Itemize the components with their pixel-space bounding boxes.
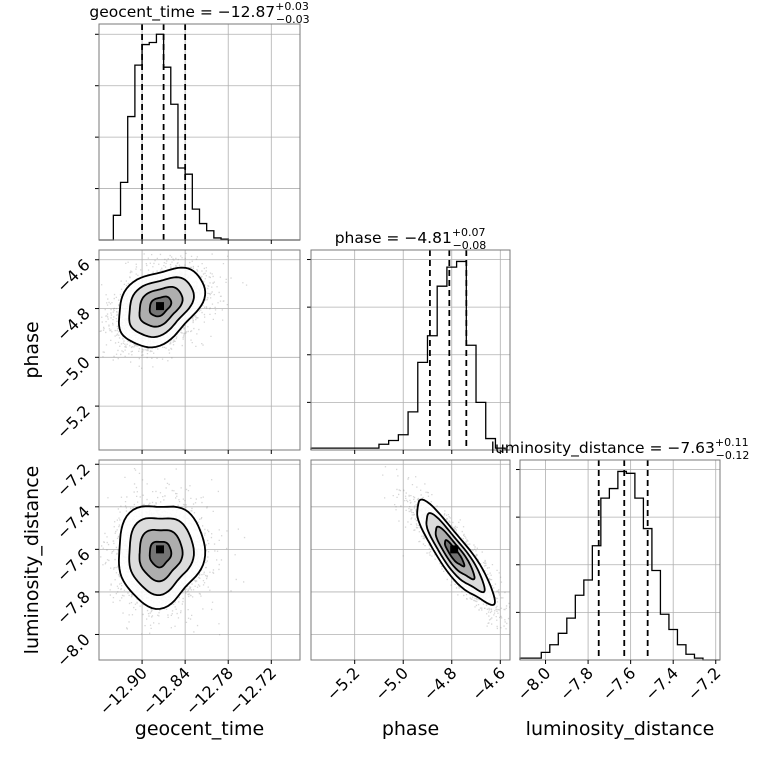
hist-panel-phase: phase = −4.81+0.07 −0.08 [307,226,511,454]
contour-line [148,540,173,569]
contour-line [128,517,195,596]
hist-luminosity_distance [519,470,720,661]
x-tick-label: −7.6 [599,663,640,704]
x-tick-label: −5.0 [371,663,412,704]
panel-frame [98,459,301,661]
y-axis-label-phase: phase [21,321,43,378]
contour-line [138,286,184,328]
y-tick-label: −7.8 [53,587,94,628]
contour-line [444,539,466,568]
y-tick-label: −7.2 [53,460,94,501]
x-tick-label: −5.2 [323,663,364,704]
y-tick-label: −7.4 [53,502,94,543]
hist-geocent_time [99,33,300,241]
panel-frame [310,459,511,661]
panel-title-phase: phase = −4.81+0.07 −0.08 [335,226,487,252]
peak-marker [156,545,165,554]
panel-title-luminosity_distance: luminosity_distance = −7.63+0.11 −0.12 [491,436,750,462]
x-axis-label-geocent_time: geocent_time [135,718,264,740]
contour-line [117,266,207,349]
y-tick-label: −4.6 [53,255,94,296]
x-tick-label: −7.8 [556,663,597,704]
peak-marker [156,302,165,311]
hist-panel-geocent_time: geocent_time = −12.87+0.03 −0.03 [89,0,310,244]
panel-frame [519,459,721,661]
peak-marker [450,545,459,554]
x-axis-label-luminosity_distance: luminosity_distance [526,718,715,740]
hist-panel-luminosity_distance: luminosity_distance = −7.63+0.11 −0.12 [491,436,750,664]
x-axis-label-phase: phase [382,718,439,740]
x-tick-label: −12.72 [225,663,280,718]
y-tick-label: −7.6 [53,545,94,586]
contour-line [425,512,486,594]
panel-title-geocent_time: geocent_time = −12.87+0.03 −0.03 [89,0,309,26]
y-tick-label: −5.0 [53,353,94,394]
scatter-panel-geocent_time-phase [95,249,301,454]
contour-line [148,295,173,318]
hist-phase [310,260,510,451]
contour-line [138,529,184,583]
y-tick-label: −5.2 [53,401,94,442]
x-tick-label: −7.4 [641,663,682,704]
density-fill [149,541,172,568]
x-tick-label: −4.6 [468,663,509,704]
x-tick-label: −8.0 [513,663,554,704]
scatter-panel-phase-luminosity_distance [310,459,511,664]
scatter-panel-geocent_time-luminosity_distance [95,459,301,664]
contour-line [416,498,496,606]
contour-line [434,525,476,581]
panel-frame [98,23,301,241]
x-tick-label: −4.8 [420,663,461,704]
contour-line [128,276,195,339]
y-axis-label-luminosity_distance: luminosity_distance [21,466,43,655]
y-tick-label: −4.8 [53,304,94,345]
contour-line [117,505,207,610]
x-tick-label: −7.2 [684,663,725,704]
panel-frame [310,249,511,451]
panel-frame [98,249,301,451]
y-tick-label: −8.0 [53,630,94,671]
